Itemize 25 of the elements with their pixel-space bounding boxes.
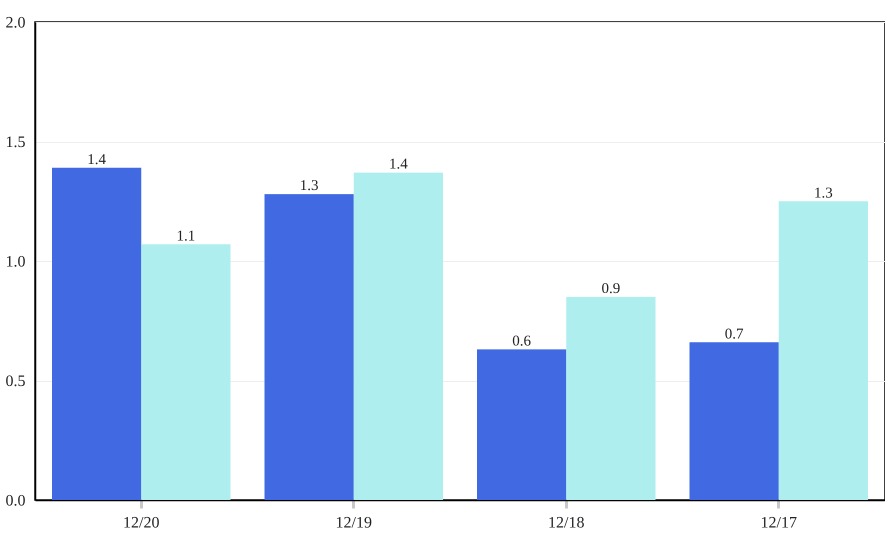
data-label: 1.4	[389, 156, 408, 173]
y-tick-label: 0.0	[6, 492, 26, 510]
y-tick-label: 2.0	[6, 14, 26, 32]
y-tick-label: 1.5	[6, 134, 26, 151]
bar	[566, 296, 656, 500]
bar	[778, 201, 868, 500]
y-tick-label: 0.5	[6, 373, 26, 390]
data-label: 0.7	[724, 326, 744, 342]
data-label: 1.3	[300, 178, 318, 194]
x-tick-label: 12/19	[336, 514, 372, 532]
x-tick-label: 12/18	[548, 514, 584, 532]
bar	[477, 349, 566, 500]
y-tick-label: 1.0	[6, 254, 26, 270]
data-label: 1.3	[814, 185, 833, 202]
x-tick-label: 12/17	[760, 514, 797, 532]
data-label: 1.4	[87, 152, 106, 168]
data-label: 0.9	[602, 280, 620, 297]
data-label: 1.1	[176, 228, 196, 244]
bar	[52, 168, 142, 500]
bar	[690, 342, 779, 500]
bar	[141, 244, 230, 500]
data-label: 0.6	[512, 333, 532, 350]
bar	[264, 194, 354, 500]
x-tick-label: 12/20	[123, 514, 160, 532]
bar	[354, 172, 443, 500]
